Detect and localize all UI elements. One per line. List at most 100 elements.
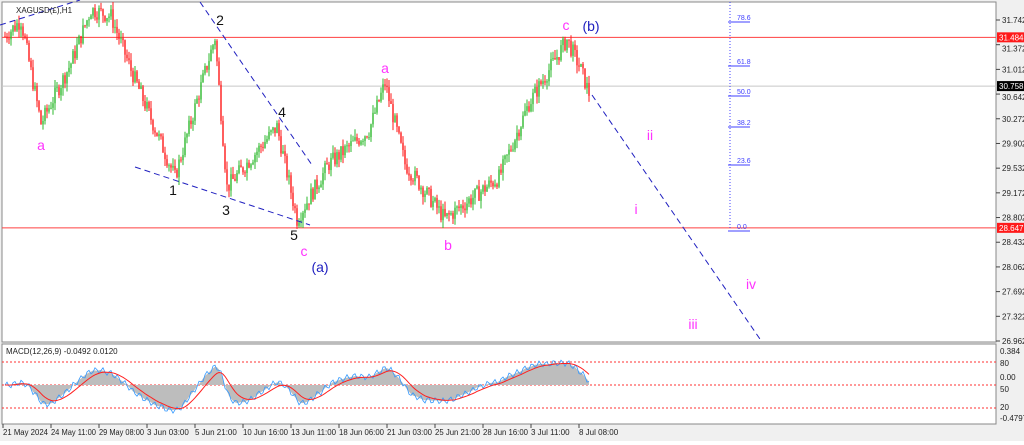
candle-body: [218, 61, 220, 85]
candle-body: [296, 208, 298, 226]
candle-body: [230, 174, 232, 191]
candle-body: [138, 81, 140, 89]
price-label: 30.758: [999, 82, 1024, 91]
candle-body: [72, 51, 74, 64]
y-tick-label: 31.012: [1002, 65, 1024, 74]
candle-body: [288, 175, 290, 178]
trendline[interactable]: [0, 0, 81, 26]
candle-body: [14, 25, 16, 31]
candle-body: [180, 159, 182, 161]
candle-body: [402, 142, 404, 150]
candle-body: [436, 198, 438, 208]
candle-body: [450, 213, 452, 215]
candle-body: [488, 180, 490, 187]
candle-body: [456, 206, 458, 208]
candle-body: [424, 193, 426, 197]
fib-label: 78.6: [737, 15, 751, 22]
wave-label: a: [381, 60, 389, 76]
candle-body: [444, 208, 446, 216]
candle-body: [232, 174, 234, 179]
candle-body: [572, 44, 574, 56]
candle-body: [116, 26, 118, 33]
candle-body: [196, 98, 198, 104]
candle-body: [200, 82, 202, 100]
candle-body: [86, 20, 88, 26]
candle-body: [344, 146, 346, 156]
candle-body: [414, 170, 416, 182]
trendline[interactable]: [134, 166, 311, 226]
candle-body: [474, 188, 476, 198]
candle-body: [588, 82, 590, 96]
candle-body: [486, 186, 488, 192]
candle-body: [542, 81, 544, 84]
candle-body: [30, 60, 32, 68]
candle-body: [360, 141, 362, 145]
wave-label: i: [634, 201, 637, 217]
candle-body: [556, 57, 558, 60]
candle-body: [406, 164, 408, 174]
candle-body: [546, 81, 548, 83]
candle-body: [162, 136, 164, 153]
candle-body: [498, 169, 500, 187]
candle-body: [130, 60, 132, 71]
candle-body: [338, 152, 340, 160]
candle-body: [460, 205, 462, 209]
candle-body: [358, 140, 360, 145]
candle-body: [258, 145, 260, 152]
candle-body: [320, 184, 322, 188]
candle-body: [104, 15, 106, 22]
candle-body: [322, 173, 324, 185]
candle-body: [564, 38, 566, 51]
candle-body: [48, 108, 50, 112]
candle-body: [216, 40, 218, 62]
y-tick-label: 27.322: [1002, 312, 1024, 321]
candle-body: [52, 103, 54, 108]
candle-body: [528, 106, 530, 112]
candle-body: [150, 108, 152, 121]
candle-body: [172, 165, 174, 168]
candle-body: [346, 145, 348, 147]
candle-body: [136, 71, 138, 82]
candle-body: [108, 16, 110, 19]
candle-body: [506, 154, 508, 156]
candle-body: [292, 192, 294, 207]
candle-body: [60, 88, 62, 96]
candle-body: [294, 206, 296, 209]
candle-body: [388, 87, 390, 102]
candle-body: [578, 65, 580, 67]
candle-body: [236, 173, 238, 181]
candle-body: [310, 188, 312, 205]
candle-body: [176, 169, 178, 178]
candle-body: [206, 65, 208, 70]
candle-body: [452, 213, 454, 219]
candle-body: [304, 209, 306, 213]
candle-body: [124, 40, 126, 55]
y-tick-label: 29.172: [1002, 189, 1024, 198]
candle-body: [250, 164, 252, 168]
candle-body: [160, 134, 162, 137]
candle-body: [494, 184, 496, 187]
candle-body: [482, 185, 484, 192]
x-tick-label: 29 May 08:00: [99, 428, 145, 437]
candle-body: [356, 137, 358, 141]
candle-body: [246, 162, 248, 174]
candle-body: [524, 110, 526, 116]
candle-body: [62, 75, 64, 89]
trendline[interactable]: [199, 1, 313, 166]
candle-body: [550, 59, 552, 71]
candle-body: [244, 172, 246, 174]
x-tick-label: 28 Jun 16:00: [483, 428, 529, 437]
candle-body: [64, 75, 66, 84]
candle-body: [540, 81, 542, 84]
candle-body: [96, 17, 98, 20]
fib-label: 61.8: [737, 59, 751, 66]
wave-label: ii: [647, 127, 653, 143]
candle-body: [432, 201, 434, 207]
candle-body: [332, 152, 334, 158]
x-tick-label: 8 Jul 08:00: [579, 428, 619, 437]
candle-body: [458, 206, 460, 209]
candle-body: [380, 92, 382, 102]
candle-body: [398, 126, 400, 133]
